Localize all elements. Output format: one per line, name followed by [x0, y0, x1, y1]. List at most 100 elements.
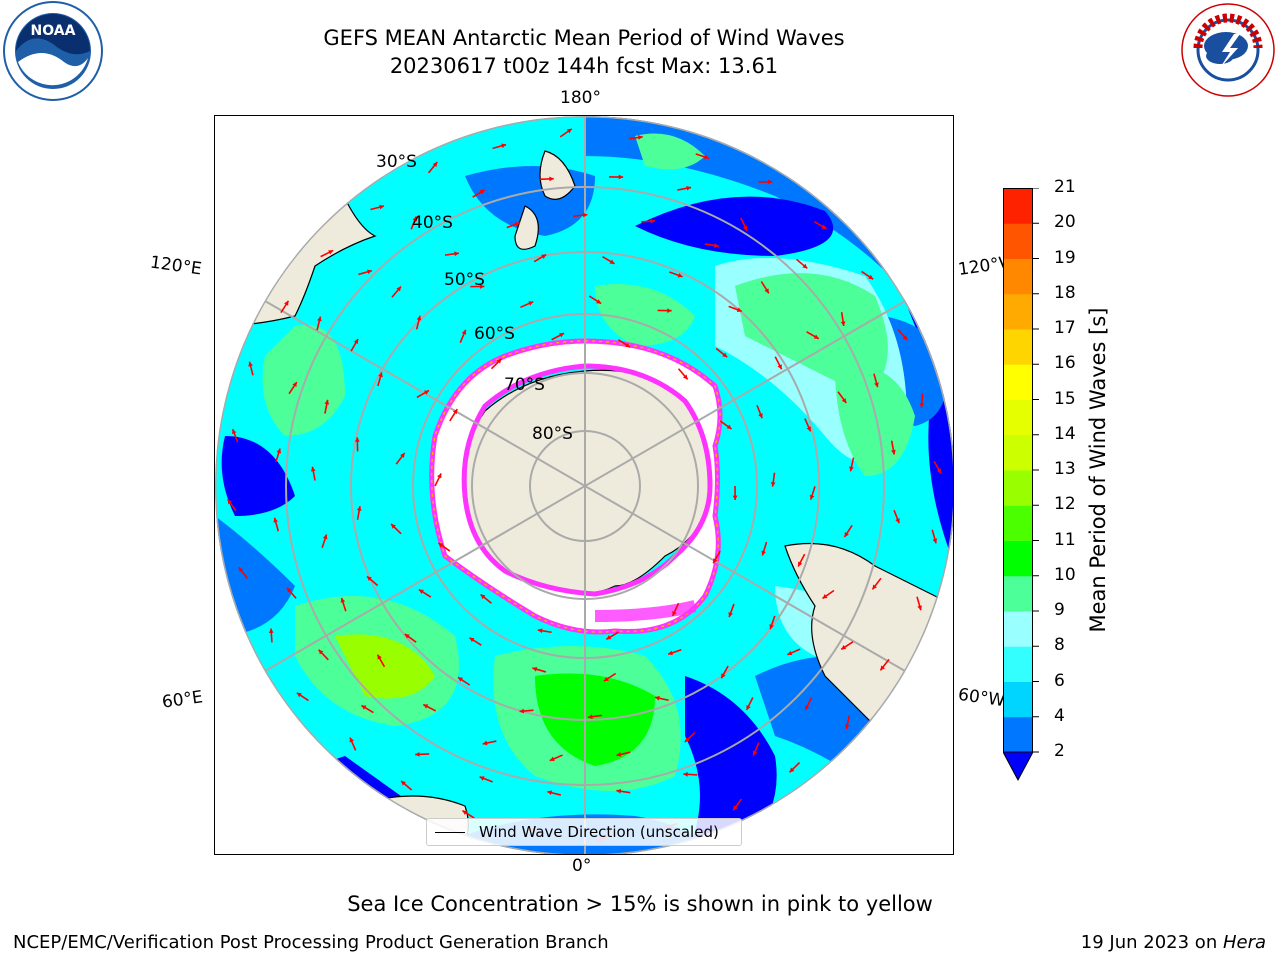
wind-arrow-head [616, 788, 622, 794]
credit-date: 19 Jun 2023 on [1080, 932, 1223, 953]
wind-arrow-head [764, 288, 769, 294]
colorbar-bin [1003, 646, 1033, 682]
colorbar-tick-label: 2 [1054, 741, 1065, 761]
colorbar-bin [1003, 716, 1033, 753]
wind-arrow-head [423, 704, 429, 709]
wind-arrow-head [677, 272, 683, 278]
wind-arrow-head [603, 676, 609, 682]
colorbar-tick-label: 21 [1054, 177, 1076, 197]
wind-arrow-head [268, 628, 274, 634]
wind-arrow-head [667, 308, 672, 314]
noaa-logo-text: NOAA [31, 23, 76, 39]
wind-arrow-head [496, 358, 502, 364]
map-legend: Wind Wave Direction (unscaled) [426, 818, 742, 846]
wind-arrow-head [822, 594, 828, 599]
wind-arrow-head [515, 221, 520, 227]
colorbar-bin [1003, 611, 1033, 647]
wind-arrow-head [841, 398, 847, 404]
lon-label-180: 180° [560, 88, 601, 108]
wind-arrow-head [377, 654, 382, 660]
wind-arrow-head [868, 274, 874, 280]
wind-arrow-head [480, 594, 486, 600]
colorbar-bin [1003, 540, 1033, 577]
wind-arrow-head [721, 673, 726, 679]
wind-arrow-head [454, 251, 459, 257]
wind-wave-arrows [227, 128, 942, 843]
footnote: Sea Ice Concentration > 15% is shown in … [347, 892, 933, 916]
lat-label-80s: 80°S [532, 424, 573, 444]
wind-arrow-head [650, 218, 655, 224]
wind-arrow-head [618, 174, 624, 180]
wind-arrow-head [917, 605, 922, 611]
wind-arrow-head [317, 316, 322, 322]
wind-arrow-head [752, 750, 758, 756]
colorbar-tick-label: 16 [1054, 353, 1076, 374]
wind-arrow-head [452, 409, 458, 415]
wind-arrow-head [501, 143, 507, 149]
chart-title: GEFS MEAN Antarctic Mean Period of Wind … [323, 26, 845, 50]
wind-arrow-head [322, 534, 328, 540]
wind-arrow-head [366, 576, 372, 582]
colorbar-tick-label: 15 [1054, 388, 1076, 409]
wind-arrow-head [684, 737, 690, 743]
wind-arrow-head [318, 649, 324, 655]
wind-arrow-head [821, 224, 827, 229]
lat-label-70s: 70°S [504, 375, 545, 395]
wind-arrow-head [813, 334, 819, 339]
wind-arrow-head [461, 329, 467, 335]
wind-arrow-head [638, 135, 643, 140]
wind-arrow-head [767, 179, 773, 185]
colorbar-bin [1003, 329, 1033, 365]
wind-arrow-head [354, 437, 360, 442]
wind-arrow-head [714, 243, 719, 248]
wind-arrow-head [231, 429, 237, 435]
wind-arrow-head [361, 705, 367, 710]
legend-label: Wind Wave Direction (unscaled) [479, 823, 719, 841]
wind-arrow-head [840, 321, 846, 327]
lon-label-0: 0° [572, 856, 592, 876]
wind-arrow-head [432, 162, 438, 167]
wind-arrow-head [416, 315, 422, 321]
wind-arrow-head [844, 532, 849, 538]
wind-arrow-head [587, 714, 593, 720]
wind-arrow-head [296, 692, 302, 698]
colorbar-bin [1003, 681, 1033, 718]
wind-arrow-head [874, 382, 879, 388]
wind-arrow-head [880, 665, 885, 671]
sea-ice [429, 338, 723, 635]
wind-arrow-head [802, 263, 808, 269]
wind-arrow-head [704, 154, 710, 160]
nws-logo-icon [1181, 3, 1275, 97]
wind-arrow-head [606, 635, 612, 640]
wind-arrow-head [340, 597, 346, 603]
wind-arrow-head [683, 771, 688, 777]
lon-label-120e: 120°E [148, 252, 203, 280]
noaa-logo-icon: NOAA [3, 1, 103, 101]
wind-arrow-head [379, 204, 385, 210]
colorbar-tick-label: 14 [1054, 423, 1076, 444]
wind-arrow-head [895, 518, 900, 524]
wind-arrow-head [412, 216, 418, 222]
wind-arrow-head [396, 286, 402, 292]
wind-arrow-head [841, 645, 847, 650]
colorbar-tick-label: 13 [1054, 459, 1076, 479]
wind-arrow-head [596, 299, 602, 304]
wind-arrow-head [324, 399, 330, 405]
polar-map [215, 116, 953, 854]
wind-arrow-head [872, 584, 877, 590]
wind-arrow-head [559, 333, 565, 338]
colorbar-bin [1003, 188, 1033, 224]
wind-arrow-head [469, 637, 475, 643]
colorbar [1003, 188, 1039, 782]
colorbar-bin [1003, 434, 1033, 471]
colorbar-tick-label: 9 [1054, 600, 1065, 620]
colorbar-bin [1003, 505, 1033, 541]
colorbar-tick-label: 12 [1054, 494, 1076, 515]
wind-arrow-head [609, 259, 615, 264]
wind-arrow-head [482, 740, 488, 746]
wind-arrow-head [654, 695, 660, 701]
colorbar-tick-label: 6 [1054, 670, 1065, 691]
colorbar-bin [1003, 258, 1033, 295]
wind-arrow-head [391, 524, 396, 529]
wind-arrow-head [549, 176, 554, 182]
